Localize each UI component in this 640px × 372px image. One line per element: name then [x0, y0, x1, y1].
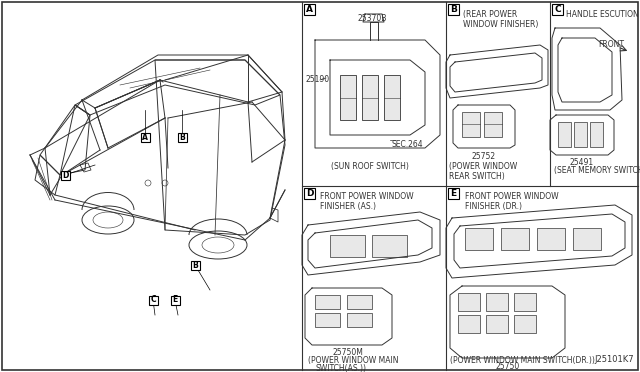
Bar — [304, 188, 315, 199]
Bar — [448, 4, 459, 15]
Bar — [304, 4, 315, 15]
Text: E: E — [451, 189, 456, 198]
Text: WINDOW FINISHER): WINDOW FINISHER) — [463, 20, 538, 29]
Text: E: E — [172, 295, 178, 305]
Bar — [458, 293, 480, 311]
Text: D: D — [62, 170, 68, 180]
Bar — [462, 112, 480, 137]
Text: B: B — [179, 132, 185, 141]
Text: FRONT POWER WINDOW: FRONT POWER WINDOW — [320, 192, 413, 201]
Text: SWITCH(AS.)): SWITCH(AS.)) — [315, 364, 366, 372]
Text: FINISHER (DR.): FINISHER (DR.) — [465, 202, 522, 211]
Bar — [573, 228, 601, 250]
Text: REAR SWITCH): REAR SWITCH) — [449, 172, 505, 181]
Bar — [448, 188, 459, 199]
Bar — [170, 295, 179, 305]
Bar — [362, 75, 378, 120]
Bar — [552, 4, 563, 15]
Text: J25101K7: J25101K7 — [595, 355, 634, 364]
Text: B: B — [450, 5, 457, 14]
Text: 25752: 25752 — [472, 152, 496, 161]
Bar — [590, 122, 603, 147]
Bar — [347, 295, 372, 309]
Bar — [347, 313, 372, 327]
Text: (SUN ROOF SWITCH): (SUN ROOF SWITCH) — [331, 162, 409, 171]
Bar — [514, 315, 536, 333]
Text: FRONT: FRONT — [598, 40, 624, 49]
Bar — [465, 228, 493, 250]
Bar — [486, 315, 508, 333]
Bar — [574, 122, 587, 147]
Text: SEC.264: SEC.264 — [392, 140, 424, 149]
Bar — [486, 293, 508, 311]
Text: D: D — [306, 189, 313, 198]
Bar — [384, 75, 400, 120]
Text: A: A — [306, 5, 313, 14]
Text: 25491: 25491 — [570, 158, 594, 167]
Text: C: C — [554, 5, 561, 14]
Text: (POWER WINDOW: (POWER WINDOW — [449, 162, 517, 171]
Text: FINISHER (AS.): FINISHER (AS.) — [320, 202, 376, 211]
Text: 25750M: 25750M — [333, 348, 364, 357]
Text: 25190: 25190 — [305, 76, 329, 84]
Text: C: C — [150, 295, 156, 305]
Bar — [315, 295, 340, 309]
Bar — [148, 295, 157, 305]
Text: B: B — [192, 260, 198, 269]
Text: (SEAT MEMORY SWITCH): (SEAT MEMORY SWITCH) — [554, 166, 640, 175]
Text: 25370B: 25370B — [358, 14, 387, 23]
Text: (POWER WINDOW MAIN: (POWER WINDOW MAIN — [308, 356, 399, 365]
Bar — [558, 122, 571, 147]
Bar — [458, 315, 480, 333]
Text: (POWER WINDOW MAIN SWITCH(DR.)): (POWER WINDOW MAIN SWITCH(DR.)) — [450, 356, 595, 365]
Bar — [61, 170, 70, 180]
Bar — [177, 132, 186, 141]
Bar — [537, 228, 565, 250]
Bar — [484, 112, 502, 137]
Bar — [315, 313, 340, 327]
Bar — [191, 260, 200, 269]
Bar — [501, 228, 529, 250]
Bar — [141, 132, 150, 141]
Bar — [514, 293, 536, 311]
Text: A: A — [142, 132, 148, 141]
Bar — [330, 235, 365, 257]
Bar — [372, 235, 407, 257]
Bar — [340, 75, 356, 120]
Text: (REAR POWER: (REAR POWER — [463, 10, 517, 19]
Text: FRONT POWER WINDOW: FRONT POWER WINDOW — [465, 192, 559, 201]
Text: 25750: 25750 — [496, 362, 520, 371]
Text: HANDLE ESCUTION: HANDLE ESCUTION — [566, 10, 639, 19]
